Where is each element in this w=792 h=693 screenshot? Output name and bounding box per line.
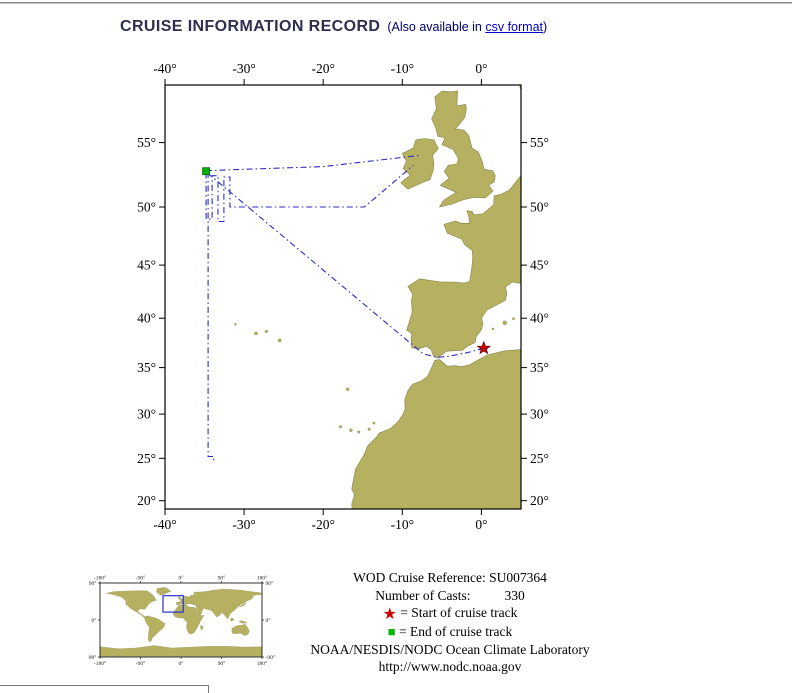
svg-text:45°: 45°: [530, 258, 549, 273]
start-track-legend: ★ = Start of cruise track: [292, 604, 608, 623]
svg-text:40°: 40°: [137, 311, 156, 326]
cruise-reference-label: WOD Cruise Reference:: [353, 570, 486, 585]
cruise-info-block: WOD Cruise Reference: SU007364 Number of…: [292, 569, 608, 676]
cruise-reference-row: WOD Cruise Reference: SU007364: [292, 569, 608, 587]
map-extent-box: [162, 595, 184, 613]
page-title: CRUISE INFORMATION RECORD: [120, 18, 381, 35]
end-of-track-square-marker: [202, 167, 210, 176]
svg-text:30°: 30°: [530, 407, 549, 422]
svg-text:0°: 0°: [475, 61, 487, 76]
svg-text:90°: 90°: [89, 580, 97, 587]
map-frame: [164, 84, 522, 510]
svg-text:35°: 35°: [137, 360, 156, 375]
website-line: http://www.nodc.noaa.gov: [378, 659, 522, 674]
svg-text:-30°: -30°: [232, 517, 255, 532]
svg-text:35°: 35°: [530, 360, 549, 375]
svg-text:-40°: -40°: [153, 61, 176, 76]
availability-prefix: (Also available in: [387, 20, 486, 34]
inset-axis-ticks: [98, 581, 264, 659]
svg-text:-10°: -10°: [391, 61, 414, 76]
svg-text:-90°: -90°: [136, 660, 146, 667]
svg-text:25°: 25°: [137, 451, 156, 466]
start-marker-icon: ★: [382, 606, 397, 623]
svg-text:-40°: -40°: [153, 517, 176, 532]
inset-axis-labels: -180°-180°-90°-90°0°0°90°90°180°180°90° 9…: [88, 575, 275, 668]
cast-count-label: Number of Casts:: [375, 587, 471, 603]
svg-text:40°: 40°: [530, 311, 549, 326]
end-legend-text: = End of cruise track: [398, 624, 513, 639]
svg-text:0°: 0°: [92, 617, 97, 624]
organization-line: NOAA/NESDIS/NODC Ocean Climate Laborator…: [310, 641, 590, 657]
svg-text:50°: 50°: [137, 200, 156, 215]
svg-text:0°: 0°: [475, 517, 487, 532]
start-legend-text: = Start of cruise track: [400, 605, 518, 620]
svg-text:-30°: -30°: [232, 61, 255, 76]
svg-text:180°: 180°: [257, 575, 267, 582]
svg-text:0°: 0°: [266, 617, 271, 624]
end-track-legend: ■ = End of cruise track: [292, 623, 608, 641]
svg-text:20°: 20°: [530, 493, 549, 508]
world-location-inset-map: -180°-180°-90°-90°0°0°90°90°180°180°90° 9…: [88, 575, 275, 668]
cruise-track-map: -40° -40° -30° -30° -20° -20° -10° -10° 0° 0° 55° 5…: [137, 61, 549, 532]
svg-text:-10°: -10°: [391, 517, 414, 532]
csv-availability-note: (Also available in csv format): [387, 20, 547, 34]
svg-text:55°: 55°: [137, 135, 156, 150]
axis-ticks: [159, 79, 527, 515]
svg-text:90°: 90°: [266, 580, 274, 587]
cruise-track-lines: [205, 154, 484, 462]
table-top-border: [0, 685, 209, 693]
availability-suffix: ): [543, 20, 548, 34]
inset-land-layer: [100, 587, 262, 657]
svg-text:20°: 20°: [137, 493, 156, 508]
csv-format-link[interactable]: csv format: [485, 20, 543, 34]
svg-text:180°: 180°: [257, 660, 267, 667]
land-layer: [234, 85, 521, 509]
svg-text:0°: 0°: [179, 575, 184, 582]
svg-text:-20°: -20°: [311, 517, 334, 532]
svg-text:90°: 90°: [218, 660, 226, 667]
svg-text:30°: 30°: [137, 407, 156, 422]
cruise-reference-value: SU007364: [489, 570, 547, 585]
svg-text:-90°: -90°: [88, 654, 97, 661]
svg-text:-90°: -90°: [136, 575, 146, 582]
axis-labels: -40° -40° -30° -30° -20° -20° -10° -10° 0° 0° 55° 5…: [137, 61, 549, 532]
svg-text:-180°: -180°: [94, 575, 106, 582]
start-of-track-star-marker: [476, 340, 491, 355]
svg-text:45°: 45°: [137, 258, 156, 273]
svg-text:-90°: -90°: [266, 654, 276, 661]
svg-text:50°: 50°: [530, 200, 549, 215]
svg-text:-20°: -20°: [311, 61, 334, 76]
end-marker-icon: ■: [387, 624, 396, 639]
top-divider: [0, 2, 792, 4]
svg-text:55°: 55°: [530, 135, 549, 150]
svg-text:90°: 90°: [218, 575, 226, 582]
cast-count-value: 330: [504, 587, 525, 603]
svg-text:-180°: -180°: [94, 660, 106, 667]
svg-text:0°: 0°: [179, 660, 184, 667]
page-header: CRUISE INFORMATION RECORD (Also available…: [120, 18, 547, 36]
cast-count-row: Number of Casts: 330: [292, 587, 608, 605]
svg-text:25°: 25°: [530, 451, 549, 466]
